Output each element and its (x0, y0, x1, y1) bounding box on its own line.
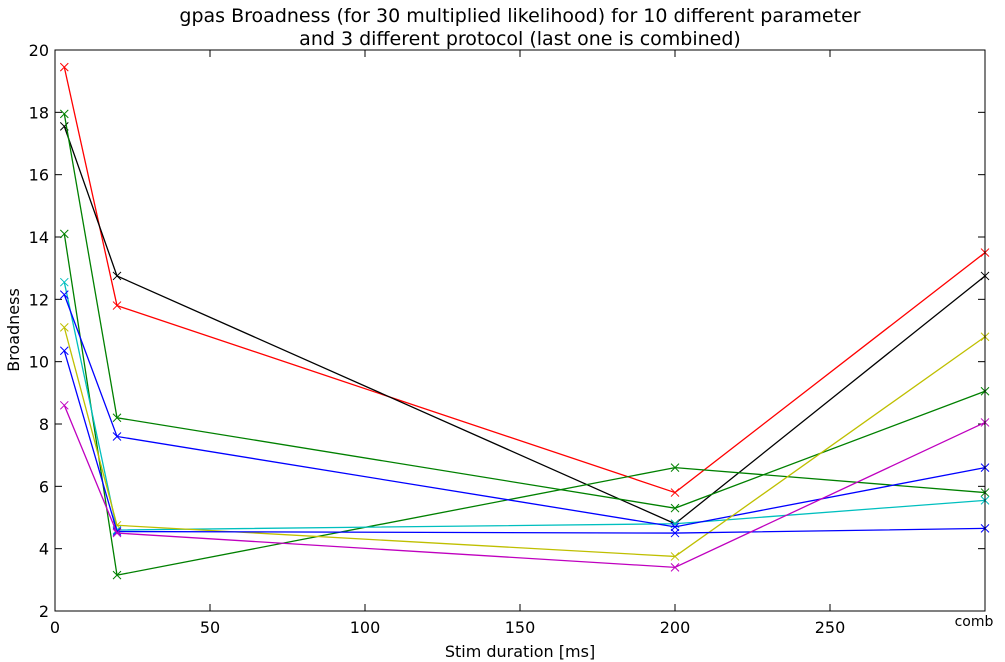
data-point-marker (59, 346, 69, 356)
data-point-marker (112, 528, 122, 538)
data-point-marker (670, 528, 680, 538)
x-tick-label: 150 (505, 618, 536, 637)
data-point-marker (112, 271, 122, 281)
series-line (63, 294, 986, 528)
y-tick-label: 4 (39, 540, 49, 559)
x-tick-label: 100 (350, 618, 381, 637)
series-line (63, 67, 986, 494)
data-point-marker (59, 277, 69, 287)
series-2 (59, 122, 990, 529)
y-tick-label: 12 (29, 290, 49, 309)
x-axis-label: Stim duration [ms] (445, 642, 595, 661)
series-line (63, 233, 986, 576)
data-point-marker (670, 503, 680, 513)
chart-title-line-1: gpas Broadness (for 30 multiplied likeli… (179, 5, 860, 27)
series-line (63, 350, 986, 534)
series-line (63, 113, 986, 509)
data-point-marker (59, 290, 69, 300)
x-tick-label: 200 (660, 618, 691, 637)
x-tick-label: 0 (50, 618, 60, 637)
data-point-marker (670, 563, 680, 572)
series-line (63, 282, 986, 531)
series-layer (59, 62, 990, 580)
x-tick-label: 50 (200, 618, 220, 637)
y-tick-label: 10 (29, 353, 49, 372)
y-tick-label: 2 (39, 602, 49, 621)
series-9 (59, 400, 990, 572)
y-tick-label: 14 (29, 228, 49, 247)
series-6 (59, 290, 990, 532)
y-axis-label: Broadness (4, 288, 23, 372)
x-tick-label-comb: comb (955, 614, 994, 630)
series-3 (59, 109, 990, 513)
data-point-marker (112, 413, 122, 423)
data-point-marker (59, 229, 69, 239)
data-point-marker (59, 400, 69, 410)
data-point-marker (112, 301, 122, 310)
y-tick-label: 20 (29, 41, 49, 60)
data-point-marker (59, 323, 69, 332)
series-line (63, 126, 986, 525)
series-line (63, 327, 986, 558)
data-point-marker (59, 62, 69, 72)
series-5 (59, 277, 990, 535)
data-point-marker (670, 522, 680, 532)
data-point-marker (112, 570, 122, 580)
data-point-marker (670, 488, 680, 497)
series-4 (59, 229, 990, 580)
y-tick-label: 16 (29, 166, 49, 185)
y-tick-label: 8 (39, 415, 49, 434)
data-point-marker (670, 552, 680, 561)
y-tick-label: 18 (29, 103, 49, 122)
ticks-layer: 0 50 100 150 200 250 2 4 6 8 10 12 14 16 18 20 (29, 41, 985, 637)
chart-title-line-2: and 3 different protocol (last one is co… (299, 28, 741, 50)
data-point-marker (112, 432, 122, 441)
data-point-marker (59, 109, 69, 119)
y-tick-label: 6 (39, 477, 49, 496)
plot-area-frame (54, 49, 986, 612)
data-point-marker (670, 463, 680, 472)
x-tick-label: 250 (815, 618, 846, 637)
series-line (63, 405, 986, 569)
